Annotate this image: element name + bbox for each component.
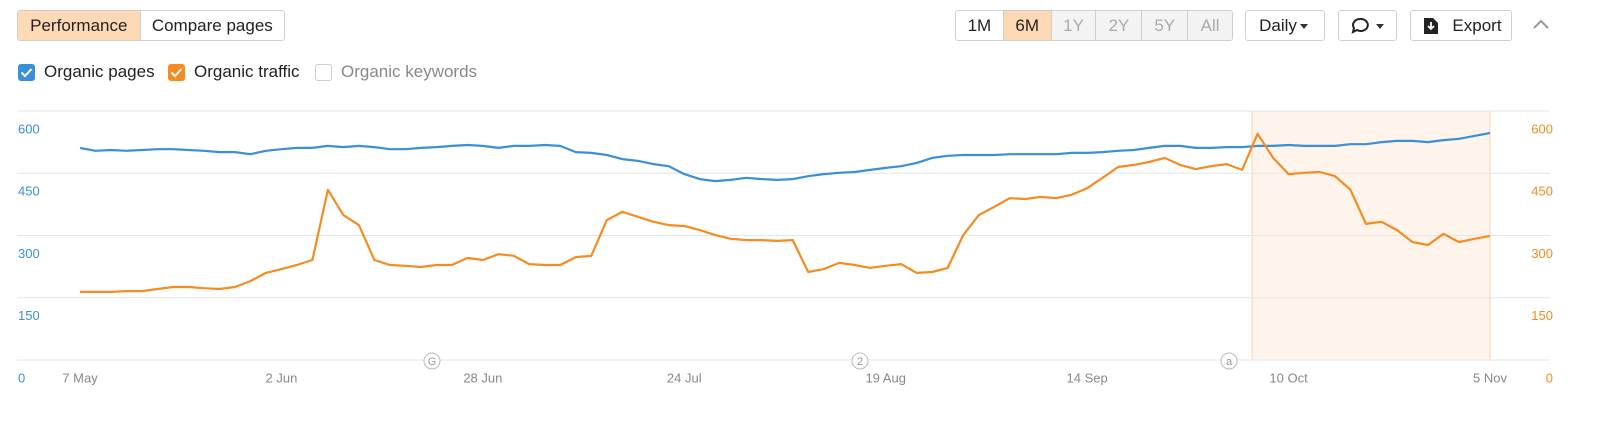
range-group: 1M 6M 1Y 2Y 5Y All <box>955 10 1233 41</box>
export-icon <box>1424 17 1439 34</box>
series-line <box>80 132 1491 293</box>
legend-item[interactable]: Organic pages <box>18 62 155 82</box>
legend-label: Organic pages <box>44 62 155 81</box>
export-label: Export <box>1452 15 1502 35</box>
y-tick-label: 600 <box>18 121 40 136</box>
x-tick-label: 14 Sep <box>1067 370 1108 385</box>
annotation-marker <box>423 352 441 370</box>
y2-tick-label: 600 <box>1531 121 1553 136</box>
legend-item[interactable]: Organic traffic <box>168 62 300 82</box>
view-tabs: Performance Compare pages <box>17 10 285 41</box>
y2-tick-label: 150 <box>1531 308 1553 323</box>
y-tick-label: 300 <box>18 246 40 261</box>
x-tick-label: 7 May <box>62 370 98 385</box>
annotation-label: 2 <box>857 356 863 368</box>
tab[interactable]: Performance <box>18 11 140 40</box>
x-tick-label: 5 Nov <box>1473 370 1507 385</box>
collapse[interactable] <box>1532 17 1550 31</box>
range[interactable]: 6M <box>1002 11 1051 40</box>
x-tick-label: 10 Oct <box>1269 370 1308 385</box>
x-tick-label: 2 Jun <box>266 370 298 385</box>
interval-dropdown[interactable]: Daily <box>1245 10 1325 41</box>
annotation-marker <box>851 352 869 370</box>
checkbox <box>168 63 185 81</box>
checkbox <box>315 63 332 81</box>
y-tick-label: 0 <box>18 370 25 385</box>
x-tick-label: 28 Jun <box>463 370 502 385</box>
legend-item[interactable]: Organic keywords <box>315 62 477 82</box>
interval-label: Daily <box>1259 15 1297 35</box>
checkbox <box>18 63 35 81</box>
caret <box>1299 23 1308 29</box>
legend-label: Organic traffic <box>194 62 300 81</box>
tab[interactable]: Compare pages <box>139 11 284 40</box>
range[interactable]: All <box>1187 11 1232 40</box>
x-tick-label: 19 Aug <box>865 370 906 385</box>
annotation-marker <box>1220 352 1238 370</box>
range[interactable]: 1Y <box>1050 11 1096 40</box>
range[interactable]: 5Y <box>1141 11 1188 40</box>
comment-dropdown[interactable] <box>1338 10 1397 41</box>
series-line <box>79 131 1491 183</box>
export-button[interactable]: Export <box>1410 10 1512 41</box>
y2-tick-label: 0 <box>1546 370 1553 385</box>
y2-tick-label: 300 <box>1531 246 1553 261</box>
range[interactable]: 1M <box>967 15 992 35</box>
annotation-label: G <box>428 356 437 368</box>
x-tick-label: 24 Jul <box>667 370 702 385</box>
y2-tick-label: 450 <box>1531 184 1553 199</box>
comment-icon <box>1351 17 1384 34</box>
y-tick-label: 450 <box>18 184 40 199</box>
range[interactable]: 2Y <box>1095 11 1142 40</box>
legend-label: Organic keywords <box>341 62 478 81</box>
annotation-label: a <box>1226 356 1233 368</box>
y-tick-label: 150 <box>18 308 40 323</box>
